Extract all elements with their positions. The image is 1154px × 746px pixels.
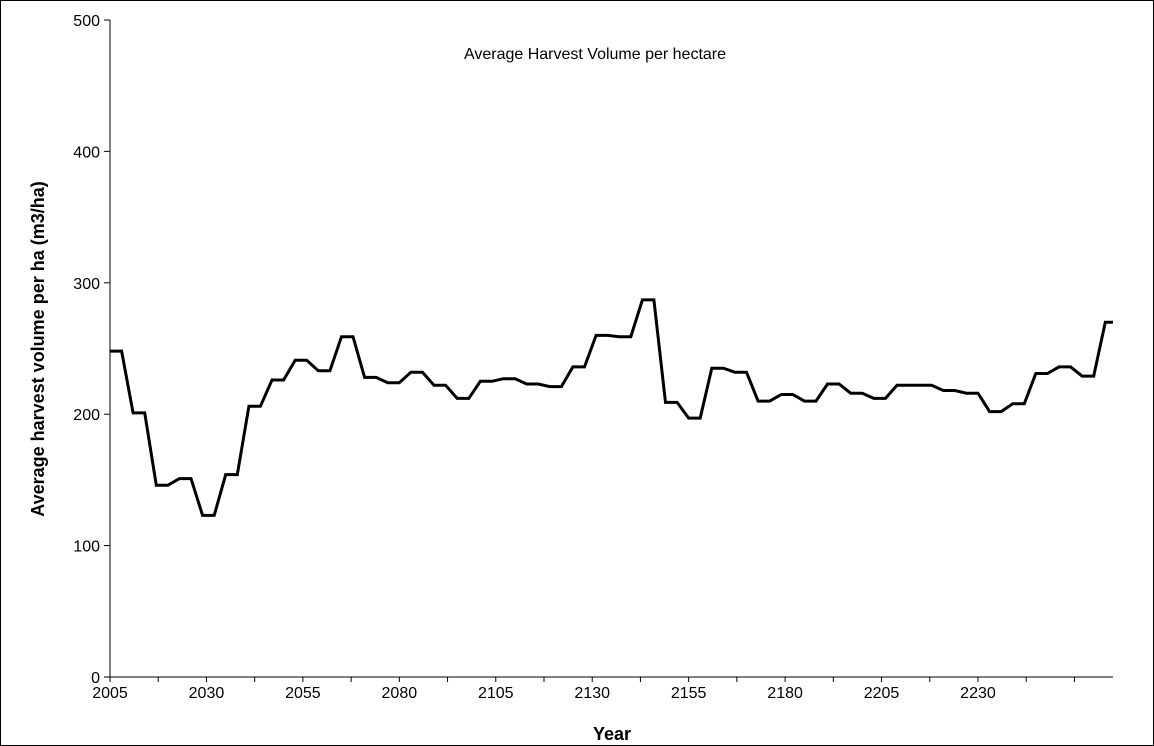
x-tick-label: 2105 bbox=[478, 685, 514, 702]
y-tick-label: 100 bbox=[73, 539, 100, 556]
y-tick-label: 400 bbox=[73, 144, 100, 161]
x-tick-label: 2205 bbox=[864, 685, 900, 702]
x-tick-label: 2180 bbox=[767, 685, 803, 702]
x-tick-label: 2230 bbox=[960, 685, 996, 702]
x-axis-ticks: 2005 2030 2055 2080 2105 2130 2155 2180 2205 2230 bbox=[92, 677, 1075, 702]
x-tick-label: 2130 bbox=[574, 685, 610, 702]
x-tick-label: 2055 bbox=[285, 685, 321, 702]
series-line bbox=[110, 298, 1113, 517]
y-tick-label: 300 bbox=[73, 276, 100, 293]
x-axis-title: Year bbox=[593, 724, 631, 744]
y-axis-title: Average harvest volume per ha (m3/ha) bbox=[28, 181, 48, 516]
x-tick-label: 2030 bbox=[189, 685, 225, 702]
y-tick-label: 200 bbox=[73, 407, 100, 424]
x-tick-label: 2080 bbox=[382, 685, 418, 702]
chart-title: Average Harvest Volume per hectare bbox=[464, 46, 726, 63]
plot-area: 0 100 200 300 400 500 2005 2030 2055 2080 2105 213… bbox=[73, 13, 1113, 702]
y-tick-label: 0 bbox=[91, 670, 100, 687]
y-axis-ticks: 0 100 200 300 400 500 bbox=[73, 13, 110, 687]
y-tick-label: 500 bbox=[73, 13, 100, 30]
x-tick-label: 2155 bbox=[671, 685, 707, 702]
x-tick-label: 2005 bbox=[92, 685, 128, 702]
